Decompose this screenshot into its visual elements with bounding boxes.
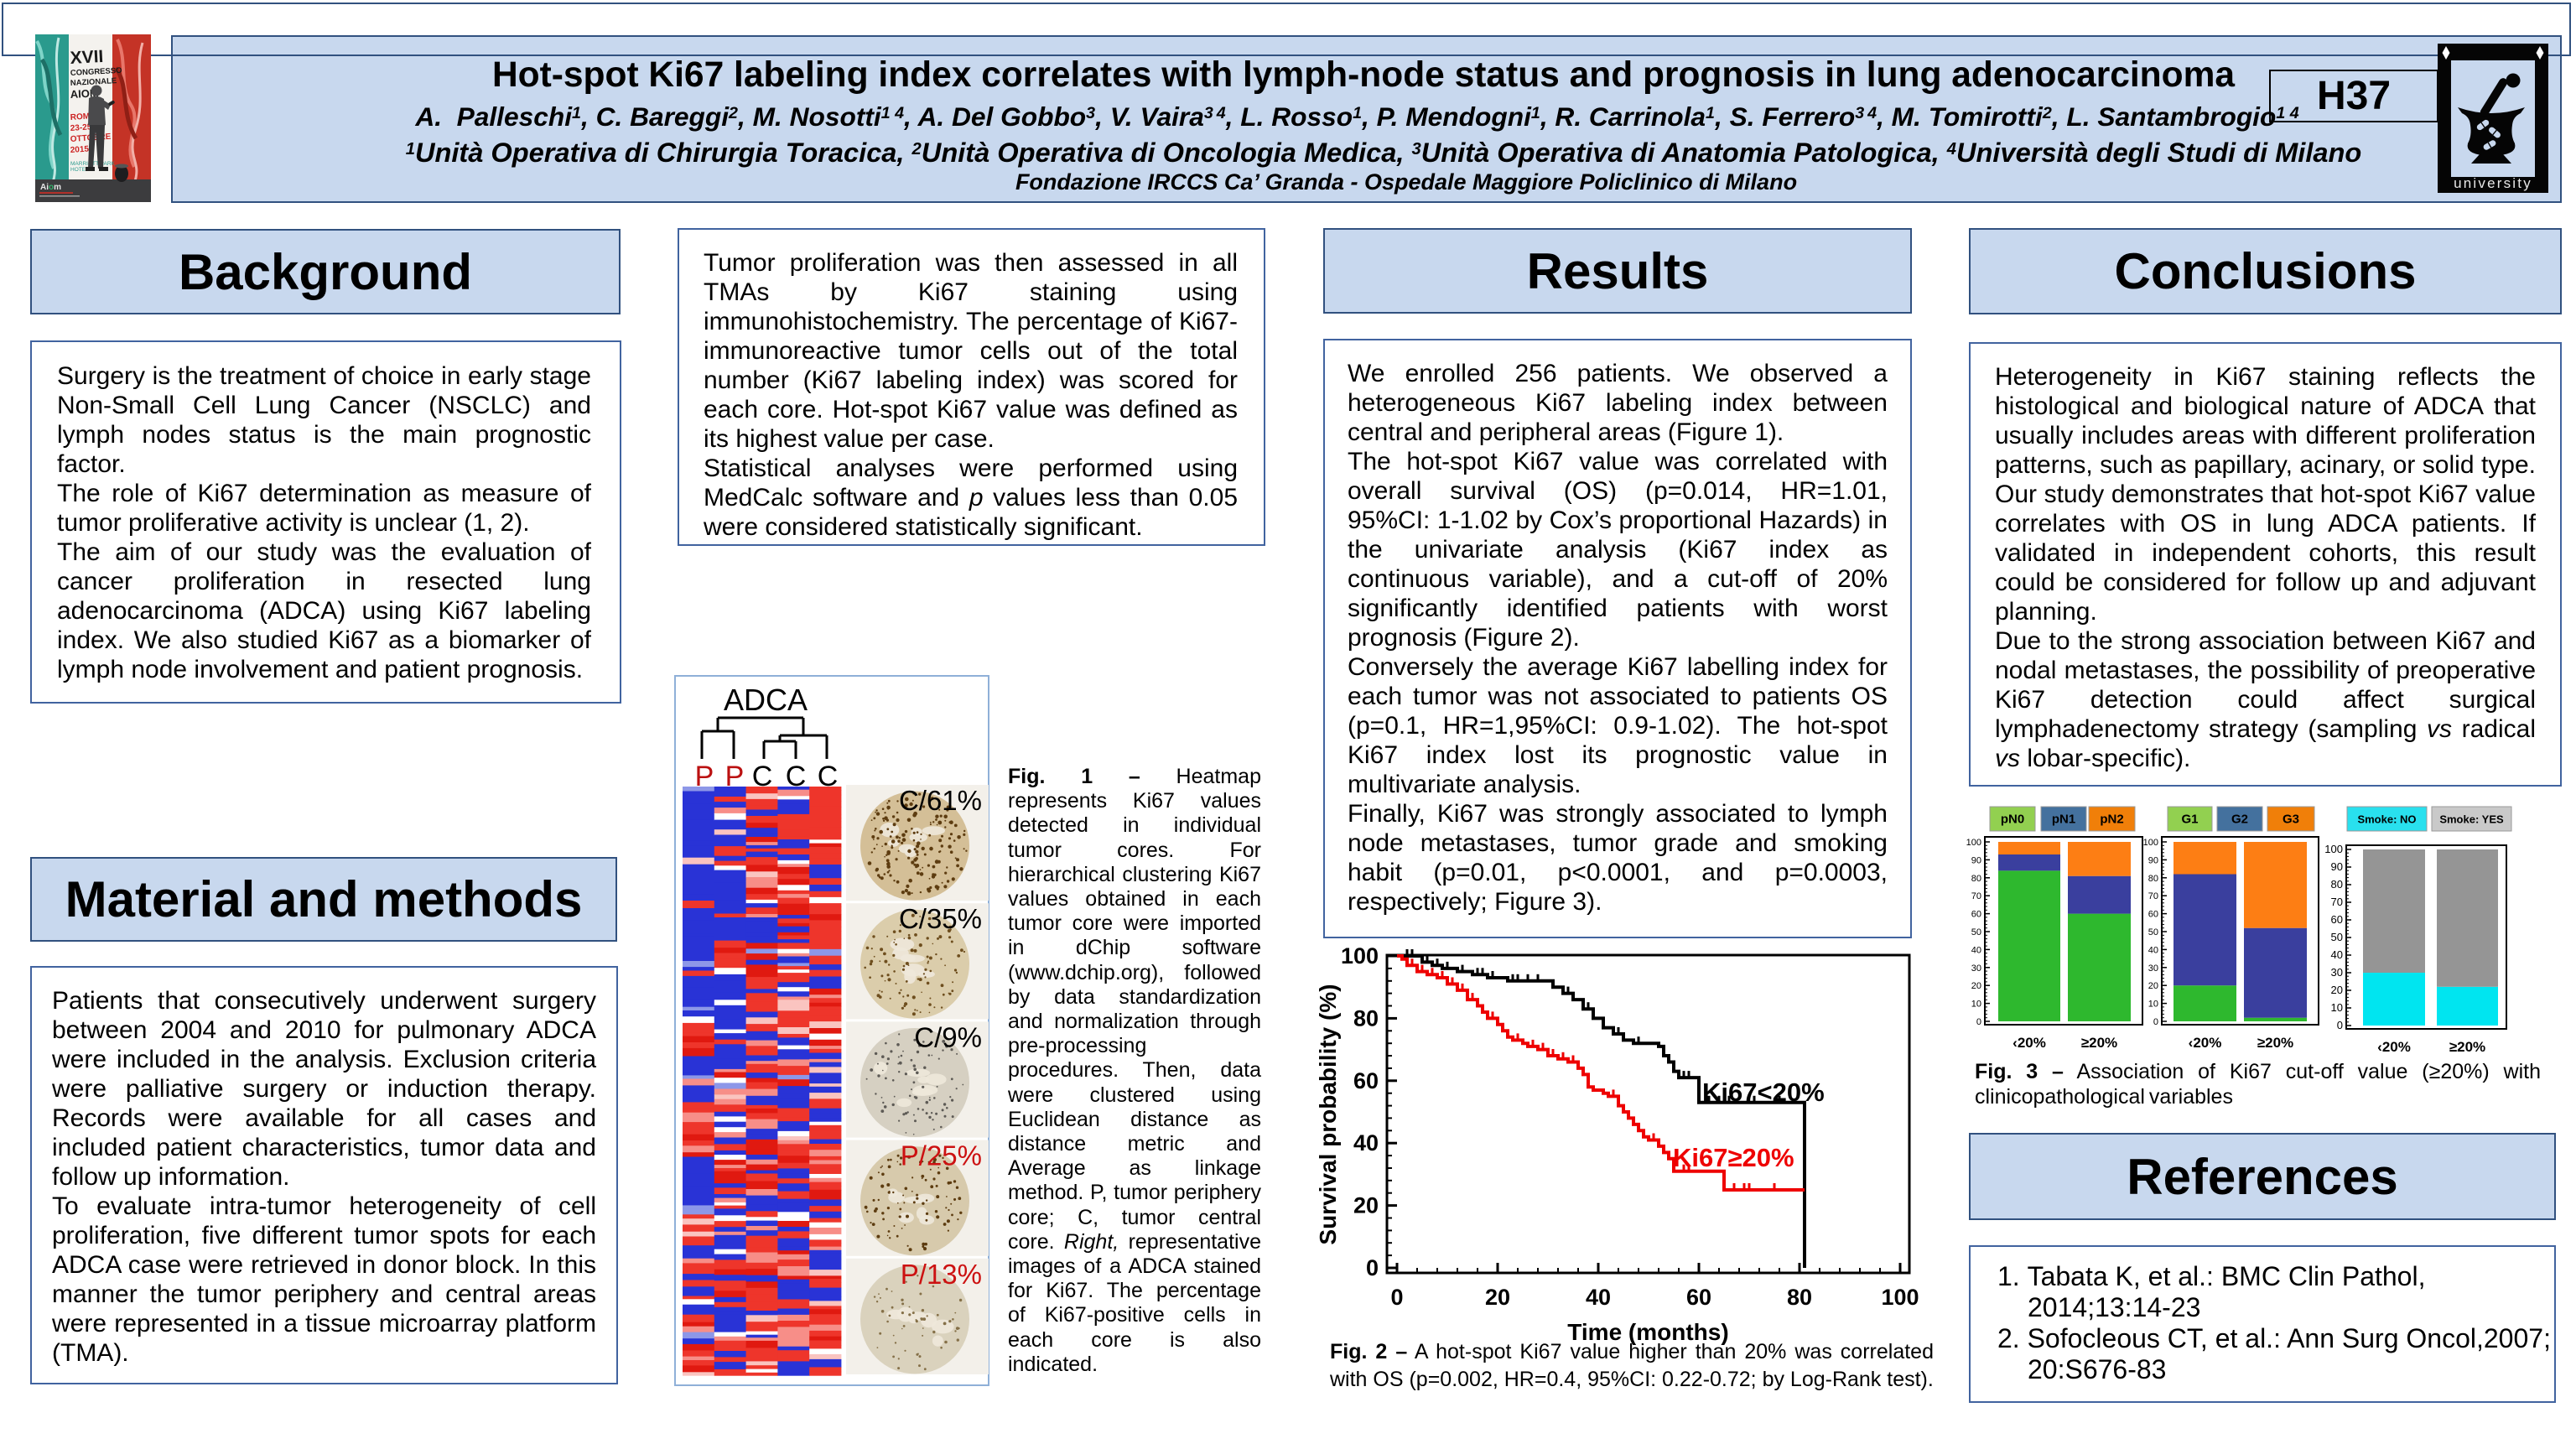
svg-text:≥20%: ≥20% <box>2257 1035 2293 1051</box>
svg-text:P/25%: P/25% <box>901 1140 982 1171</box>
svg-text:0: 0 <box>2153 1017 2158 1027</box>
svg-text:≥20%: ≥20% <box>2081 1035 2117 1051</box>
svg-text:‹20%: ‹20% <box>2377 1039 2411 1055</box>
svg-text:40: 40 <box>2148 945 2158 955</box>
svg-text:100: 100 <box>1341 943 1379 969</box>
svg-text:pN1: pN1 <box>2052 813 2075 827</box>
svg-text:‹20%: ‹20% <box>2189 1035 2222 1051</box>
svg-text:20: 20 <box>2331 984 2343 996</box>
svg-text:100: 100 <box>2324 843 2343 855</box>
svg-text:XVII: XVII <box>70 47 104 68</box>
svg-text:0: 0 <box>1366 1255 1379 1280</box>
svg-text:0: 0 <box>2337 1019 2343 1031</box>
svg-text:≥20%: ≥20% <box>2449 1039 2485 1055</box>
svg-text:30: 30 <box>1971 963 1981 974</box>
svg-text:30: 30 <box>2148 963 2158 974</box>
svg-text:30: 30 <box>2331 966 2343 979</box>
svg-text:60: 60 <box>2148 910 2158 920</box>
svg-text:20: 20 <box>2148 981 2158 991</box>
svg-text:C/35%: C/35% <box>899 903 982 934</box>
svg-text:50: 50 <box>2331 931 2343 943</box>
svg-text:P: P <box>725 761 745 792</box>
svg-text:80: 80 <box>2331 878 2343 891</box>
svg-text:10: 10 <box>1971 1000 1981 1010</box>
svg-text:Survival probability (%): Survival probability (%) <box>1315 984 1341 1244</box>
svg-text:100: 100 <box>1881 1285 1919 1310</box>
svg-text:NAZIONALE: NAZIONALE <box>70 76 117 88</box>
svg-text:pN0: pN0 <box>2001 813 2024 827</box>
svg-text:100: 100 <box>1966 838 1981 848</box>
svg-text:90: 90 <box>2148 855 2158 865</box>
svg-text:university: university <box>2454 175 2532 191</box>
svg-text:60: 60 <box>1686 1285 1711 1310</box>
svg-text:pN2: pN2 <box>2100 813 2123 827</box>
svg-text:20: 20 <box>1485 1285 1510 1310</box>
svg-text:G3: G3 <box>2283 813 2299 827</box>
svg-text:G2: G2 <box>2231 813 2248 827</box>
svg-text:HOTEL: HOTEL <box>70 167 89 173</box>
svg-text:23-25: 23-25 <box>70 122 92 133</box>
svg-text:P: P <box>695 761 714 792</box>
svg-text:10: 10 <box>2331 1001 2343 1014</box>
svg-text:80: 80 <box>1353 1005 1379 1031</box>
svg-text:20: 20 <box>1353 1193 1379 1218</box>
svg-text:80: 80 <box>1787 1285 1812 1310</box>
svg-text:60: 60 <box>1353 1068 1379 1093</box>
svg-text:Time (months): Time (months) <box>1567 1319 1728 1345</box>
svg-text:80: 80 <box>1971 874 1981 884</box>
svg-text:40: 40 <box>1586 1285 1611 1310</box>
svg-text:60: 60 <box>2331 913 2343 926</box>
svg-text:0: 0 <box>1976 1017 1981 1027</box>
svg-text:90: 90 <box>2331 860 2343 873</box>
svg-text:70: 70 <box>1971 891 1981 901</box>
svg-text:20: 20 <box>1971 981 1981 991</box>
svg-text:10: 10 <box>2148 1000 2158 1010</box>
svg-text:P/13%: P/13% <box>901 1259 982 1290</box>
svg-text:Smoke: NO: Smoke: NO <box>2357 813 2416 826</box>
svg-text:0: 0 <box>1390 1285 1403 1310</box>
svg-text:ADCA: ADCA <box>724 683 808 717</box>
svg-text:G1: G1 <box>2181 813 2198 827</box>
svg-text:C/9%: C/9% <box>914 1021 982 1052</box>
svg-text:Aiom: Aiom <box>40 183 61 192</box>
svg-text:70: 70 <box>2148 891 2158 901</box>
svg-text:2015: 2015 <box>70 144 89 155</box>
svg-text:70: 70 <box>2331 896 2343 908</box>
svg-text:40: 40 <box>2331 948 2343 961</box>
svg-text:CONGRESSO: CONGRESSO <box>70 66 122 78</box>
svg-text:50: 50 <box>2148 927 2158 937</box>
svg-text:60: 60 <box>1971 910 1981 920</box>
svg-text:40: 40 <box>1353 1130 1379 1156</box>
svg-text:Ki67≥20%: Ki67≥20% <box>1673 1143 1794 1172</box>
svg-text:100: 100 <box>2143 838 2158 848</box>
svg-text:90: 90 <box>1971 855 1981 865</box>
svg-text:80: 80 <box>2148 874 2158 884</box>
svg-text:‹20%: ‹20% <box>2012 1035 2046 1051</box>
svg-text:C/61%: C/61% <box>899 785 982 816</box>
svg-text:50: 50 <box>1971 927 1981 937</box>
svg-text:40: 40 <box>1971 945 1981 955</box>
svg-text:Smoke: YES: Smoke: YES <box>2439 813 2504 826</box>
